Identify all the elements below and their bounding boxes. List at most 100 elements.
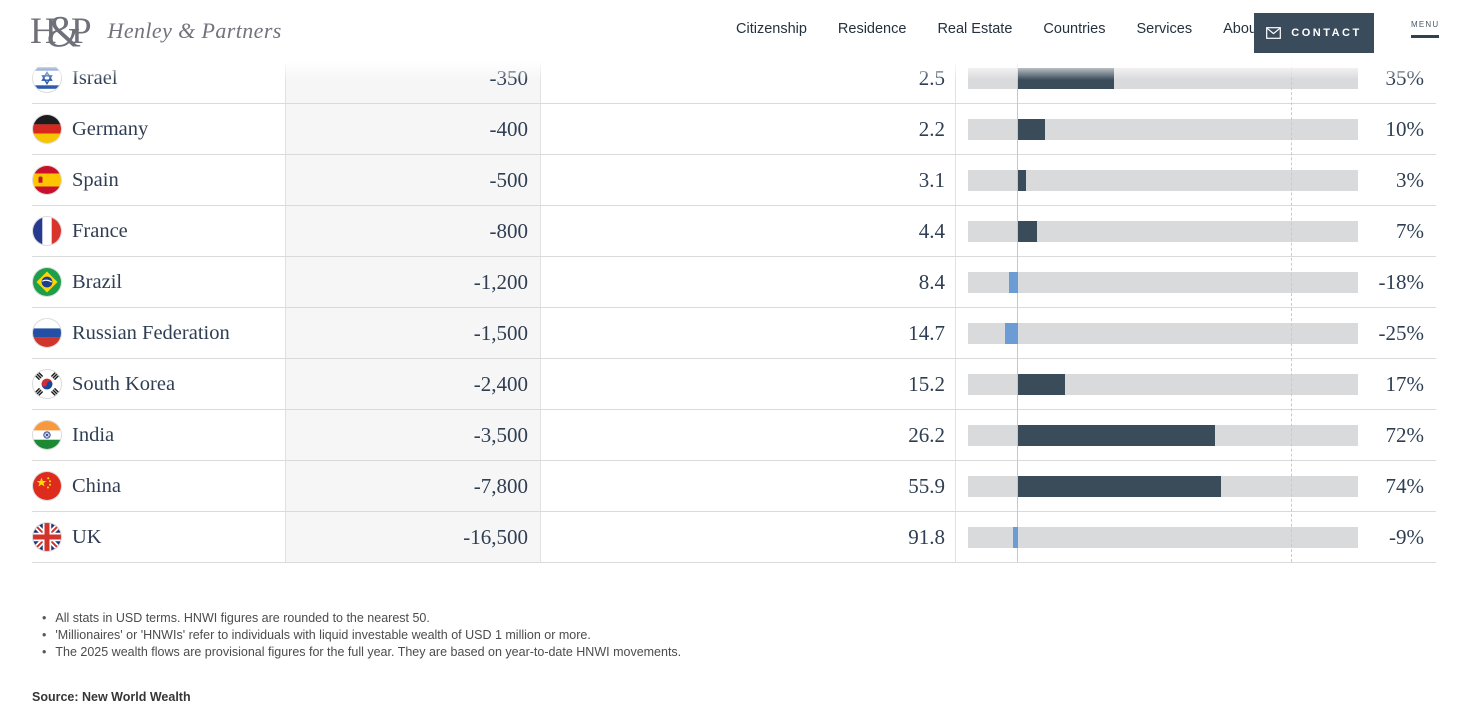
- growth-bar: [1018, 170, 1027, 191]
- net-outflow-cell: -400: [285, 104, 540, 154]
- wealth-value-cell: 55.9: [540, 461, 955, 511]
- growth-bar: [1018, 68, 1114, 89]
- bar-track: [968, 527, 1358, 548]
- country-cell: Brazil: [32, 257, 285, 307]
- bar-track: [968, 119, 1358, 140]
- growth-bar-cell: 17%: [955, 359, 1436, 409]
- country-cell: France: [32, 206, 285, 256]
- wealth-value-cell: 91.8: [540, 512, 955, 562]
- bar-track: [968, 170, 1358, 191]
- growth-bar-cell: 7%: [955, 206, 1436, 256]
- nav-item-citizenship[interactable]: Citizenship: [736, 21, 807, 37]
- growth-pct-label: -9%: [1389, 524, 1424, 549]
- menu-button[interactable]: MENU: [1411, 20, 1439, 38]
- site-header: H & P Henley & Partners Citizenship Reside…: [0, 0, 1464, 80]
- contact-button[interactable]: CONTACT: [1254, 13, 1374, 53]
- contact-button-label: CONTACT: [1291, 27, 1362, 39]
- nav-item-services[interactable]: Services: [1136, 21, 1193, 37]
- table-row: France -800 4.4 7%: [32, 206, 1436, 257]
- flag-de-icon: [33, 115, 61, 143]
- growth-pct-label: 35%: [1385, 65, 1425, 90]
- flag-kr-icon: [33, 370, 61, 398]
- source-attribution: Source: New World Wealth: [32, 690, 191, 704]
- chart-100pct-gridline: [1291, 52, 1292, 562]
- nav-item-residence[interactable]: Residence: [837, 21, 907, 37]
- brand-logo[interactable]: H & P Henley & Partners: [30, 8, 282, 54]
- wealth-value-cell: 26.2: [540, 410, 955, 460]
- growth-bar-cell: 74%: [955, 461, 1436, 511]
- table-row: Brazil -1,200 8.4 -18%: [32, 257, 1436, 308]
- growth-bar: [1018, 374, 1065, 395]
- table-row: India -3,500 26.2 72%: [32, 410, 1436, 461]
- growth-bar: [1008, 272, 1018, 293]
- table-row: Germany -400 2.2 10%: [32, 104, 1436, 155]
- net-outflow-cell: -1,200: [285, 257, 540, 307]
- growth-bar: [1018, 221, 1038, 242]
- growth-pct-label: -25%: [1378, 320, 1425, 345]
- country-name: Spain: [72, 168, 119, 191]
- country-cell: South Korea: [32, 359, 285, 409]
- growth-bar: [1018, 425, 1216, 446]
- wealth-value-cell: 2.5: [540, 53, 955, 103]
- country-name: Russian Federation: [72, 321, 230, 344]
- table-rows: Israel -350 2.5 35% Germany -400 2.2 10%…: [32, 52, 1436, 563]
- net-outflow-cell: -1,500: [285, 308, 540, 358]
- country-name: China: [72, 474, 121, 497]
- growth-bar-cell: 3%: [955, 155, 1436, 205]
- table-row: China -7,800 55.9 74%: [32, 461, 1436, 512]
- bar-track: [968, 272, 1358, 293]
- country-cell: China: [32, 461, 285, 511]
- growth-pct-label: 7%: [1396, 218, 1424, 243]
- growth-pct-label: -18%: [1378, 269, 1425, 294]
- main-nav: Citizenship Residence Real Estate Countr…: [736, 0, 1261, 58]
- chart-zero-baseline: [1017, 52, 1018, 562]
- country-cell: India: [32, 410, 285, 460]
- wealth-flows-table: Israel -350 2.5 35% Germany -400 2.2 10%…: [32, 52, 1436, 563]
- country-cell: Germany: [32, 104, 285, 154]
- country-name: South Korea: [72, 372, 176, 395]
- bar-track: [968, 374, 1358, 395]
- growth-pct-label: 3%: [1396, 167, 1424, 192]
- growth-bar-cell: 35%: [955, 53, 1436, 103]
- country-name: Israel: [72, 66, 118, 89]
- growth-bar-cell: -25%: [955, 308, 1436, 358]
- net-outflow-cell: -16,500: [285, 512, 540, 562]
- country-name: Germany: [72, 117, 149, 140]
- footnotes: All stats in USD terms. HNWI figures are…: [42, 610, 681, 662]
- country-name: India: [72, 423, 115, 446]
- growth-bar-cell: 10%: [955, 104, 1436, 154]
- brand-monogram-icon: H & P: [30, 7, 92, 56]
- nav-item-about[interactable]: About: [1223, 21, 1261, 37]
- flag-fr-icon: [33, 217, 61, 245]
- country-name: Brazil: [72, 270, 123, 293]
- net-outflow-cell: -500: [285, 155, 540, 205]
- flag-ru-icon: [33, 319, 61, 347]
- nav-item-countries[interactable]: Countries: [1043, 21, 1106, 37]
- growth-bar: [1013, 527, 1018, 548]
- country-cell: UK: [32, 512, 285, 562]
- bar-track: [968, 221, 1358, 242]
- net-outflow-cell: -3,500: [285, 410, 540, 460]
- growth-bar-cell: 72%: [955, 410, 1436, 460]
- country-cell: Spain: [32, 155, 285, 205]
- table-row: UK -16,500 91.8 -9%: [32, 512, 1436, 563]
- wealth-value-cell: 4.4: [540, 206, 955, 256]
- table-row: Israel -350 2.5 35%: [32, 52, 1436, 104]
- flag-cn-icon: [33, 472, 61, 500]
- growth-pct-label: 10%: [1385, 116, 1425, 141]
- brand-wordmark: Henley & Partners: [107, 18, 282, 43]
- net-outflow-cell: -7,800: [285, 461, 540, 511]
- net-outflow-cell: -350: [285, 53, 540, 103]
- growth-bar: [1005, 323, 1018, 344]
- country-cell: Russian Federation: [32, 308, 285, 358]
- envelope-icon: [1266, 27, 1282, 39]
- table-row: Spain -500 3.1 3%: [32, 155, 1436, 206]
- wealth-value-cell: 15.2: [540, 359, 955, 409]
- wealth-value-cell: 3.1: [540, 155, 955, 205]
- country-cell: Israel: [32, 53, 285, 103]
- nav-item-real-estate[interactable]: Real Estate: [937, 21, 1013, 37]
- footnote: 'Millionaires' or 'HNWIs' refer to indiv…: [42, 627, 681, 644]
- table-row: Russian Federation -1,500 14.7 -25%: [32, 308, 1436, 359]
- growth-pct-label: 72%: [1385, 422, 1425, 447]
- growth-pct-label: 74%: [1385, 473, 1425, 498]
